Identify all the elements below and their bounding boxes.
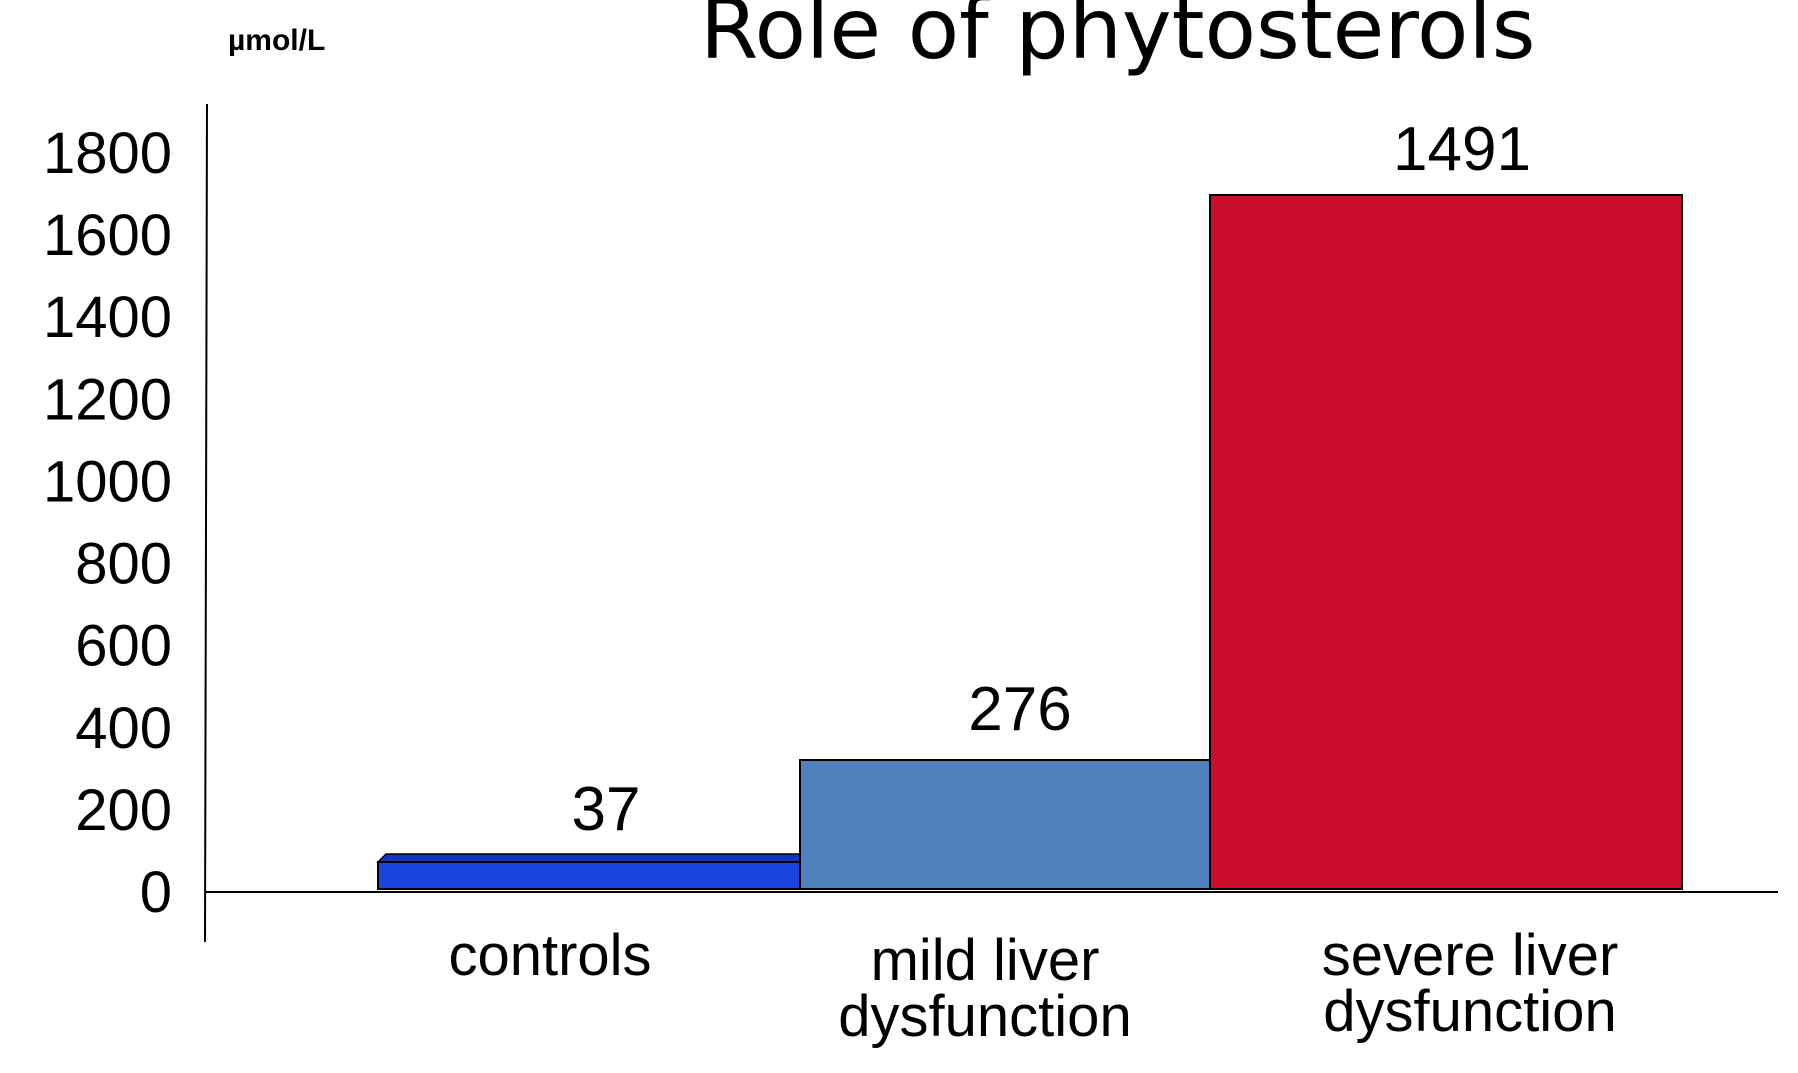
y-tick-label: 1400	[43, 285, 172, 350]
data-label: 37	[572, 775, 641, 844]
y-tick-label: 1800	[43, 121, 172, 186]
bar	[377, 861, 801, 890]
data-labels: 37 276 1491	[572, 115, 1531, 844]
y-tick-label: 600	[75, 614, 172, 679]
bar-top-face	[376, 853, 801, 863]
chart-title: Role of phytosterols	[700, 0, 1536, 78]
category-label: dysfunction	[838, 984, 1131, 1049]
y-tick-label: 400	[75, 696, 172, 761]
bar	[799, 759, 1211, 890]
category-label: mild liver	[871, 928, 1100, 993]
data-label: 1491	[1393, 115, 1531, 184]
y-tick-label: 200	[75, 778, 172, 843]
data-label: 276	[968, 675, 1071, 744]
y-axis-ticks: 0 200 400 600 800 1000 1200 1400 1600 1800	[43, 121, 172, 925]
category-label: severe liver	[1322, 923, 1619, 988]
y-tick-label: 1200	[43, 367, 172, 432]
y-tick-label: 800	[75, 532, 172, 597]
category-label: dysfunction	[1323, 979, 1616, 1044]
bars	[376, 194, 1683, 890]
category-label: controls	[448, 923, 651, 988]
y-axis-line	[204, 103, 208, 943]
y-tick-label: 1000	[43, 449, 172, 514]
y-tick-label: 1600	[43, 203, 172, 268]
bar	[1209, 194, 1683, 890]
y-tick-label: 0	[140, 860, 172, 925]
y-axis-unit-label: µmol/L	[228, 24, 325, 57]
